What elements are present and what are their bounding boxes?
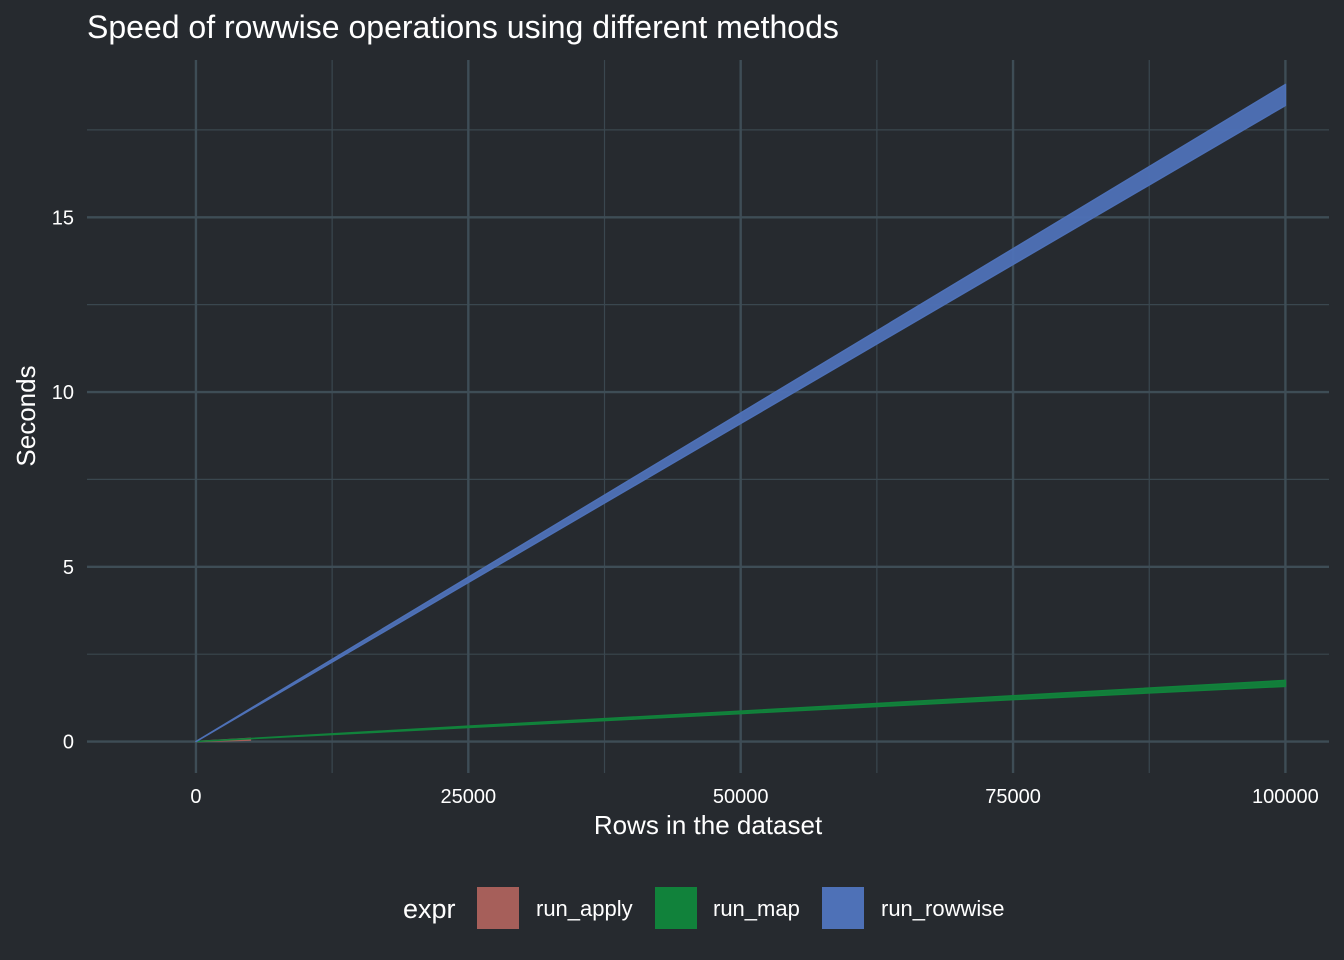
- legend: expr run_apply run_map run_rowwise: [403, 887, 1005, 929]
- y-axis-tick-labels: 0 5 10 15: [52, 207, 74, 753]
- y-axis-title: Seconds: [11, 365, 41, 466]
- x-tick-label: 50000: [713, 786, 769, 808]
- legend-key-run-rowwise: [822, 887, 864, 929]
- x-tick-label: 75000: [985, 786, 1041, 808]
- legend-label: run_rowwise: [881, 896, 1005, 921]
- series-bands: [195, 83, 1287, 743]
- legend-key-run-map: [655, 887, 697, 929]
- y-tick-label: 5: [63, 557, 74, 579]
- x-axis-title: Rows in the dataset: [594, 810, 823, 840]
- x-tick-label: 0: [190, 786, 201, 808]
- y-tick-label: 10: [52, 382, 74, 404]
- legend-label: run_apply: [536, 896, 633, 921]
- y-tick-label: 15: [52, 207, 74, 229]
- legend-title: expr: [403, 894, 456, 924]
- legend-key-run-apply: [477, 887, 519, 929]
- x-tick-label: 25000: [441, 786, 497, 808]
- legend-label: run_map: [713, 896, 800, 921]
- chart-title: Speed of rowwise operations using differ…: [87, 9, 839, 45]
- y-tick-label: 0: [63, 732, 74, 754]
- series-band-run-rowwise: [195, 83, 1287, 743]
- series-band-run-map: [195, 679, 1287, 743]
- x-axis-tick-labels: 0 25000 50000 75000 100000: [190, 786, 1318, 808]
- x-tick-label: 100000: [1252, 786, 1319, 808]
